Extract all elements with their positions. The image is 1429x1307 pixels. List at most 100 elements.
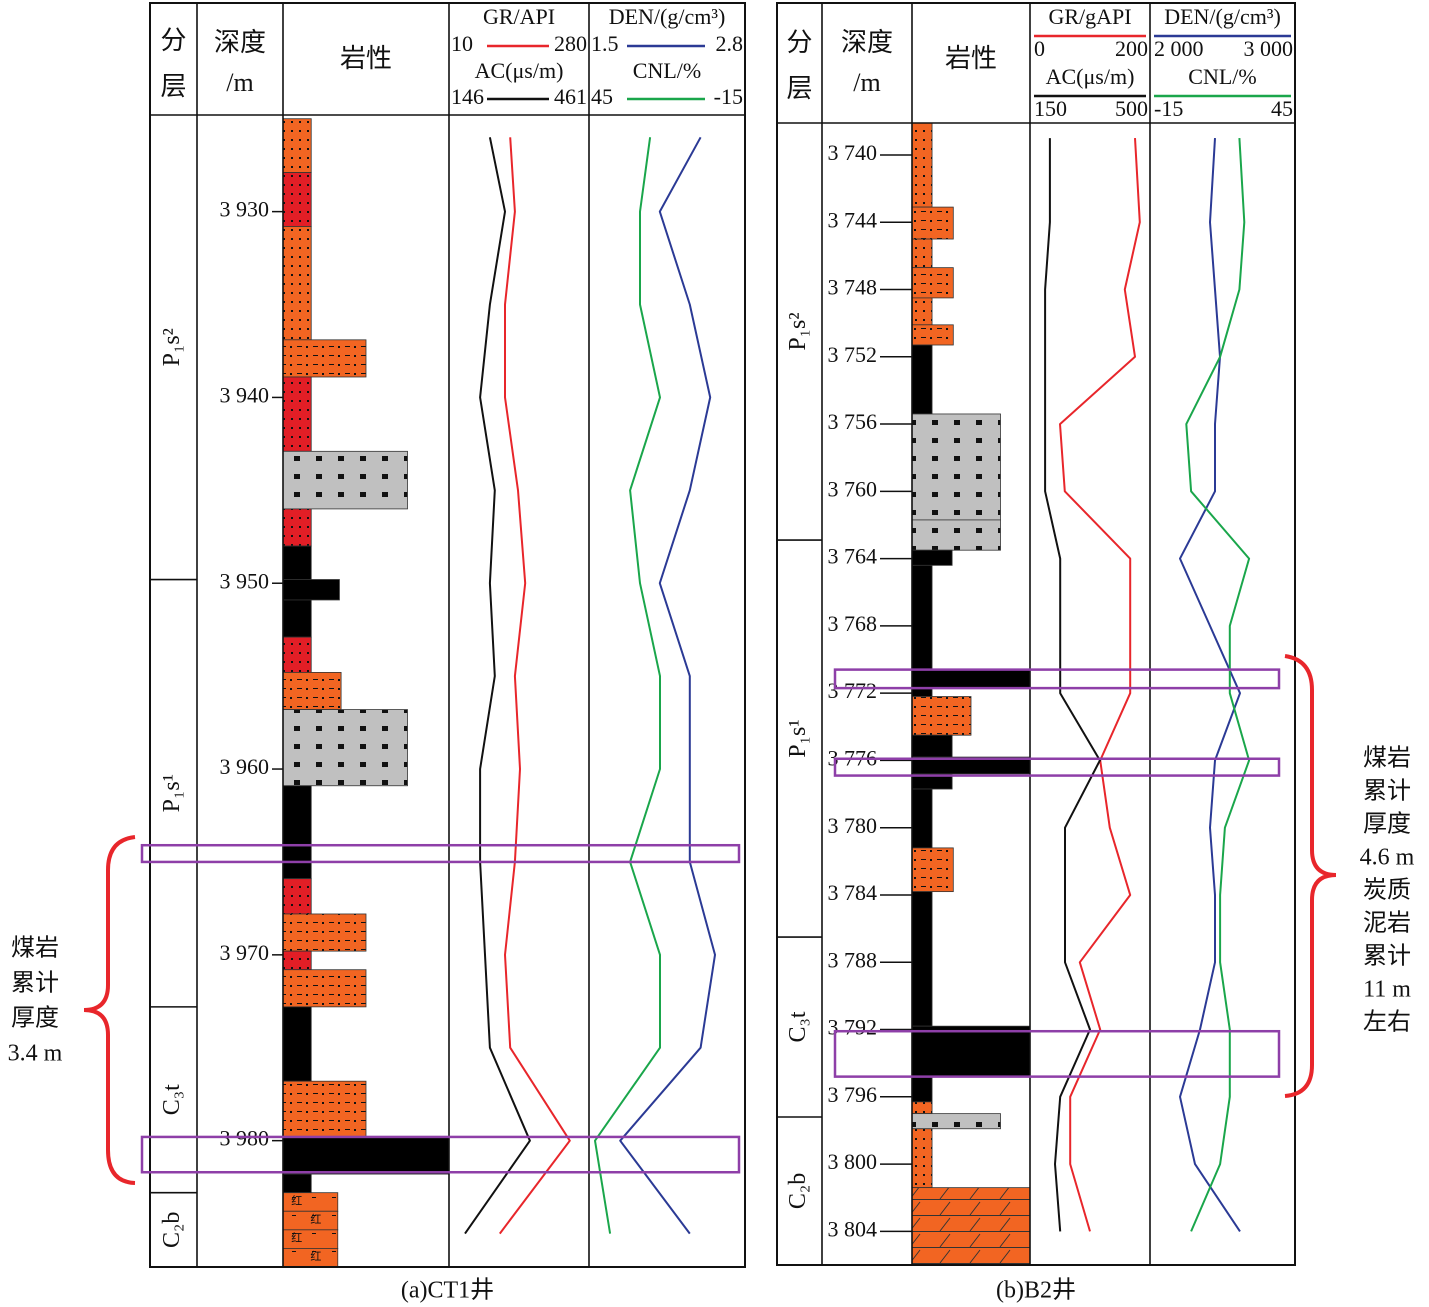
lithology-mudstone [911, 1076, 933, 1103]
annotation: 炭质 [1363, 877, 1411, 904]
curve-name: AC(μs/m) [1046, 64, 1135, 89]
depth-tick-label: 3 756 [828, 409, 878, 434]
layer-label: P₁s¹ [159, 774, 185, 812]
header-depth: /m [226, 68, 253, 97]
lithology-siltstone [282, 226, 312, 341]
lithology-red-siltstone [282, 172, 312, 227]
header-layer: 分 [160, 26, 186, 55]
curve-min: 45 [591, 84, 613, 109]
curve-name: DEN/(g/cm³) [1164, 4, 1281, 29]
curve-min: 10 [451, 31, 473, 56]
annotation: 4.6 m [1360, 845, 1415, 871]
depth-tick-label: 3 768 [828, 611, 878, 636]
curve-max: 45 [1271, 96, 1293, 121]
annotation: 累计 [11, 970, 59, 997]
curve-max: 2.8 [716, 31, 744, 56]
depth-tick-label: 3 980 [220, 1126, 270, 1151]
coal-highlight [833, 1029, 1281, 1078]
annotation: 11 m [1363, 977, 1411, 1003]
lithology-red-siltstone [282, 376, 312, 452]
header-depth: 深度 [841, 28, 893, 57]
header-depth: 深度 [214, 28, 266, 57]
header-layer: 分 [786, 28, 812, 57]
coal-highlight [140, 1135, 741, 1174]
annotation: 厚度 [1363, 811, 1411, 838]
layer-label: C₂b [159, 1212, 185, 1248]
lithology-red-siltstone [282, 878, 312, 915]
curve-name: CNL/% [1188, 64, 1256, 89]
header-layer: 层 [160, 72, 186, 101]
log-curve [619, 136, 716, 1235]
lithology-mudstone [282, 785, 312, 880]
curve-name: CNL/% [633, 58, 701, 83]
curve-max: 280 [554, 31, 587, 56]
log-curve [1044, 138, 1101, 1232]
log-curve [1059, 138, 1141, 1232]
lithology-mudstone [282, 599, 312, 638]
lithology-siltstone [911, 122, 933, 208]
lithology-fine-sandstone [911, 847, 954, 893]
lithology-mudstone [282, 545, 312, 580]
layer-label: P₁s² [785, 312, 811, 350]
lithology-sandstone [282, 913, 367, 952]
lithology-siltstone [282, 118, 312, 173]
curve-min: 146 [451, 84, 484, 109]
lithology-conglomerate [911, 413, 1001, 521]
lithology-mudstone [911, 788, 933, 849]
curve-name: DEN/(g/cm³) [609, 4, 726, 29]
depth-tick-label: 3 744 [828, 207, 878, 232]
layer-label: P₁s² [159, 328, 185, 366]
curve-min: -15 [1154, 96, 1183, 121]
lithology-fine-sandstone [911, 324, 954, 346]
log-curve [464, 137, 531, 1235]
header-lithology: 岩性 [340, 44, 392, 73]
lithology-coal [282, 1136, 450, 1175]
curve-max: 200 [1115, 36, 1148, 61]
depth-tick-label: 3 800 [828, 1149, 878, 1174]
bracket [83, 835, 136, 1185]
depth-tick-label: 3 760 [828, 476, 878, 501]
depth-tick-label: 3 796 [828, 1082, 878, 1107]
lithology-mudstone [282, 1173, 312, 1194]
lithology-red-siltstone [282, 636, 312, 673]
lithology-mudstone [911, 564, 933, 671]
lithology-coal [911, 669, 1031, 689]
curve-name: GR/gAPI [1048, 4, 1131, 29]
lithology-conglomerate [282, 450, 408, 510]
depth-tick-label: 3 764 [828, 544, 878, 569]
panel-frame [776, 2, 1296, 1266]
depth-tick-label: 3 930 [220, 197, 270, 222]
panel-frame [149, 2, 746, 1268]
coal-highlight [833, 668, 1281, 690]
lithology-conglomerate [282, 709, 408, 787]
lithology-sandstone [282, 339, 367, 378]
caption: (b)B2井 [996, 1277, 1076, 1304]
depth-tick-label: 3 970 [220, 940, 270, 965]
lithology-siltstone [911, 238, 933, 269]
annotation: 累计 [1363, 943, 1411, 970]
log-curve [499, 137, 571, 1235]
lithology-sandstone [282, 969, 367, 1008]
layer-label: C₃t [785, 1011, 811, 1042]
lithology-carbonaceous-mudstone [911, 549, 953, 566]
curve-min: 150 [1034, 96, 1067, 121]
annotation: 3.4 m [8, 1041, 63, 1067]
lithology-siltstone [911, 1128, 933, 1189]
curve-max: 461 [554, 84, 587, 109]
annotation: 厚度 [11, 1005, 59, 1032]
lithology-sandstone [911, 696, 972, 736]
curve-max: 500 [1115, 96, 1148, 121]
lithology-siltstone [911, 297, 933, 326]
depth-tick-label: 3 950 [220, 568, 270, 593]
lithology-coal [911, 1025, 1031, 1078]
curve-name: GR/API [483, 4, 555, 29]
lithology-mudstone [911, 891, 933, 1027]
log-curve [1185, 138, 1251, 1232]
layer-label: P₁s¹ [785, 719, 811, 757]
curve-max: 3 000 [1244, 36, 1294, 61]
curve-min: 1.5 [591, 31, 619, 56]
curve-min: 2 000 [1154, 36, 1204, 61]
